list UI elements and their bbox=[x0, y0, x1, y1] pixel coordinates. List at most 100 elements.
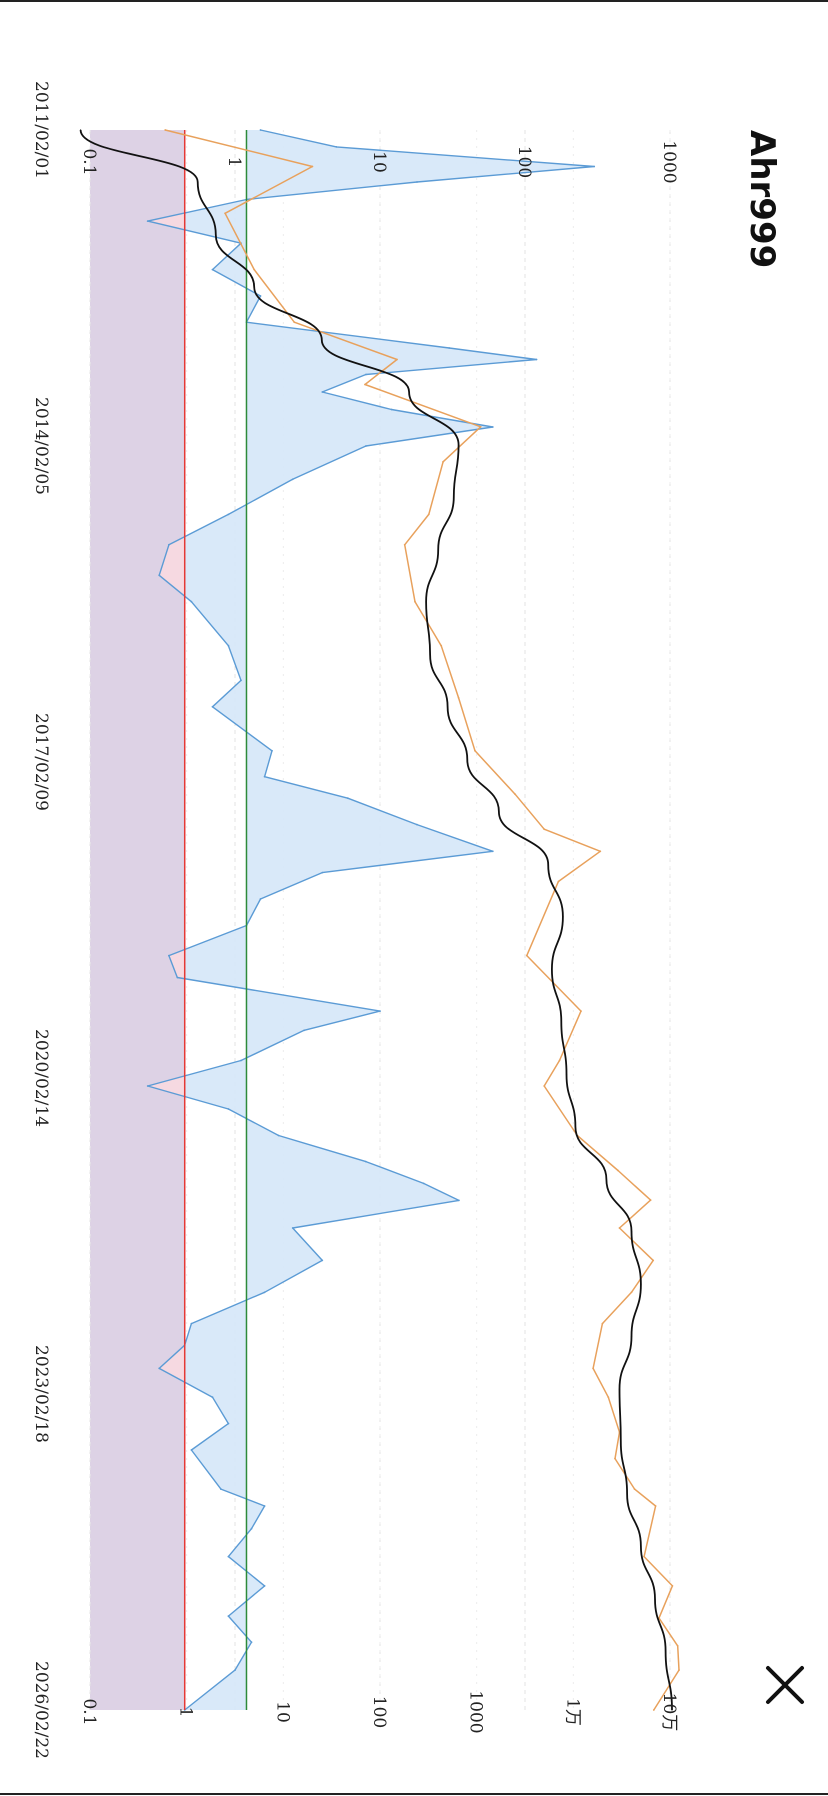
date-tick-label: 2023/02/18 bbox=[31, 1345, 51, 1443]
price-point bbox=[427, 513, 430, 516]
ahr999-point bbox=[335, 146, 338, 148]
moving-average-point bbox=[253, 286, 255, 288]
ahr999-point bbox=[240, 679, 242, 682]
ahr999-point bbox=[158, 1367, 161, 1370]
moving-average-point bbox=[197, 181, 199, 183]
date-tick-label: 2020/02/14 bbox=[31, 1029, 51, 1127]
bottom-divider bbox=[0, 1793, 828, 1795]
moving-average-point bbox=[80, 129, 82, 131]
moving-average-point bbox=[321, 339, 323, 341]
ahr999-point bbox=[227, 1615, 230, 1617]
ahr999-point bbox=[227, 513, 230, 516]
ahr999-point bbox=[227, 1108, 230, 1110]
price-point bbox=[396, 358, 398, 361]
price-point bbox=[364, 383, 366, 386]
price-point bbox=[440, 644, 443, 647]
ahr999-point bbox=[390, 408, 393, 411]
right-axis-tick-label: 10万 bbox=[659, 1693, 679, 1732]
price-point bbox=[457, 697, 460, 699]
price-point bbox=[592, 1367, 594, 1370]
ahr999-point bbox=[211, 268, 214, 271]
ahr999-point bbox=[263, 775, 266, 778]
below-threshold-area bbox=[147, 213, 185, 1710]
ahr999-point bbox=[448, 347, 451, 349]
ahr999-point bbox=[211, 1396, 214, 1399]
ahr999-point bbox=[491, 426, 494, 428]
date-tick-label: 2026/02/22 bbox=[31, 1661, 51, 1759]
ahr999-point bbox=[234, 1669, 236, 1671]
moving-average-point bbox=[447, 706, 449, 708]
price-point bbox=[633, 1488, 636, 1490]
top-divider bbox=[0, 0, 828, 2]
moving-average-point bbox=[671, 1709, 673, 1711]
ahr999-point bbox=[227, 1555, 230, 1558]
moving-average-point bbox=[626, 1493, 628, 1495]
moving-average-point bbox=[620, 1440, 622, 1442]
moving-average-point bbox=[466, 759, 468, 761]
date-tick-label: 2011/02/01 bbox=[31, 81, 51, 179]
price-point bbox=[654, 1505, 657, 1507]
price-point bbox=[543, 828, 546, 831]
ahr999-point bbox=[263, 1291, 266, 1294]
price-point bbox=[671, 1585, 674, 1587]
ahr999-point bbox=[379, 1010, 381, 1012]
moving-average-point bbox=[630, 1230, 633, 1232]
ahr999-point bbox=[321, 1259, 324, 1262]
ahr999-point bbox=[176, 976, 179, 979]
moving-average-point bbox=[630, 1335, 633, 1337]
ahr999-point bbox=[263, 1505, 266, 1507]
moving-average-point bbox=[560, 1020, 562, 1023]
price-point bbox=[293, 321, 296, 324]
right-axis-tick-label: 10 bbox=[272, 1701, 292, 1723]
bottom-zone-band bbox=[90, 130, 185, 1710]
ahr999-point bbox=[190, 1322, 193, 1325]
ahr999-point bbox=[250, 1527, 253, 1530]
price-point bbox=[678, 1669, 680, 1671]
close-icon[interactable] bbox=[760, 1660, 810, 1710]
ahr999-point bbox=[168, 954, 170, 957]
left-axis-tick-label: 0.1 bbox=[79, 148, 99, 175]
ahr999-line bbox=[147, 129, 595, 1711]
price-point bbox=[601, 1322, 604, 1325]
price-line bbox=[165, 129, 680, 1711]
moving-average-point bbox=[640, 1545, 642, 1547]
ahr999-point bbox=[146, 220, 149, 223]
ahr999-point bbox=[346, 797, 349, 800]
price-point bbox=[403, 543, 406, 546]
ahr999-point bbox=[158, 574, 161, 577]
price-point bbox=[599, 850, 602, 853]
moving-average-point bbox=[425, 601, 427, 603]
ahr999-point bbox=[416, 823, 418, 826]
ahr999-point bbox=[491, 850, 494, 853]
price-point bbox=[224, 212, 227, 215]
moving-average-point bbox=[458, 444, 460, 446]
price-point bbox=[557, 880, 560, 883]
date-tick-label: 2014/02/05 bbox=[31, 397, 51, 495]
price-point bbox=[514, 793, 516, 796]
ahr999-point bbox=[321, 391, 324, 393]
moving-average-point bbox=[640, 1283, 642, 1285]
ahr999-point bbox=[422, 1182, 425, 1185]
ahr999-point bbox=[227, 644, 230, 647]
ahr999-point bbox=[535, 358, 538, 361]
price-point bbox=[558, 1059, 561, 1062]
moving-average-point bbox=[574, 1125, 577, 1128]
price-point bbox=[630, 1291, 633, 1294]
ahr999-point bbox=[240, 1059, 242, 1062]
left-axis-tick-label: 100 bbox=[514, 146, 534, 178]
price-point bbox=[253, 268, 256, 271]
price-point bbox=[164, 129, 167, 131]
ahr999-point bbox=[365, 445, 367, 447]
price-point bbox=[618, 1227, 621, 1229]
price-point bbox=[652, 1259, 655, 1262]
ahr999-point bbox=[416, 181, 418, 183]
ahr999-point bbox=[271, 749, 273, 752]
ahr999-point bbox=[190, 600, 193, 603]
ahr999-point bbox=[190, 1449, 193, 1451]
date-tick-label: 2017/02/09 bbox=[31, 713, 51, 811]
moving-average-point bbox=[547, 864, 549, 866]
ahr999-point bbox=[259, 898, 262, 900]
ahr999-point bbox=[291, 1227, 294, 1229]
